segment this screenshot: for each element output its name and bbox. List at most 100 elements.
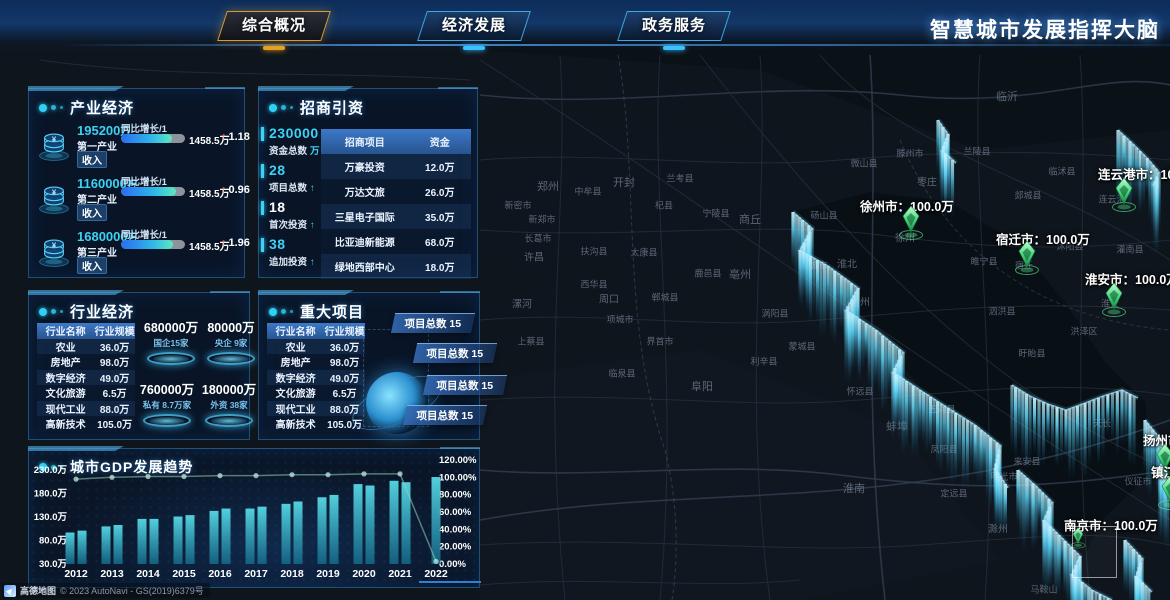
svg-text:130.0万: 130.0万 — [34, 512, 68, 523]
cell-value: 88.0万 — [329, 404, 360, 416]
tab-overview[interactable]: 综合概况 — [217, 11, 331, 41]
badge-label: 项目总数 15 — [404, 318, 462, 330]
map-marker-pin[interactable] — [898, 205, 924, 241]
cell-name: 高新技术 — [275, 420, 316, 432]
cell-name: 万豪投资 — [344, 163, 385, 174]
stat-value: 760000万 — [139, 383, 195, 397]
up-arrow-icon: ↑ — [221, 237, 227, 249]
column-header: 行业规模 — [324, 327, 365, 339]
cell-name: 文化旅游 — [275, 389, 316, 401]
badge-label: 项目总数 15 — [416, 410, 474, 422]
svg-text:¥: ¥ — [52, 187, 57, 196]
svg-text:2018: 2018 — [280, 568, 304, 580]
svg-text:120.00%: 120.00% — [439, 455, 477, 466]
growth-label: 同比增长/1 — [121, 124, 167, 135]
tab-label: 综合概况 — [241, 17, 306, 34]
svg-text:20.00%: 20.00% — [439, 542, 472, 553]
svg-text:2019: 2019 — [316, 568, 340, 580]
cell-name: 万达文旅 — [344, 188, 385, 199]
cell-value: 6.5万 — [102, 389, 127, 401]
cell-value: 98.0万 — [99, 358, 130, 370]
table-header-row: 行业名称 行业规模 — [37, 323, 135, 339]
map-marker-pin[interactable] — [1111, 177, 1137, 213]
map-marker-pin[interactable] — [1101, 282, 1127, 318]
table-row: 万豪投资 12.0万 — [321, 154, 471, 179]
cell-name: 房地产 — [50, 358, 81, 370]
svg-text:2017: 2017 — [244, 568, 268, 580]
table-row: 农业 36.0万 — [37, 338, 135, 354]
panel-gdp-trend: 城市GDP发展趋势 230.0万 180.0万 130.0万 80.0万 30.0万 12… — [28, 447, 481, 588]
cell-value: 105.0万 — [97, 420, 133, 432]
cell-name: 绿地西部中心 — [334, 263, 395, 274]
industry-value: 195200万 — [77, 123, 131, 138]
glow-ring-icon — [207, 352, 255, 365]
tab-economy[interactable]: 经济发展 — [417, 11, 531, 41]
stat-value: 80000万 — [207, 321, 255, 335]
up-arrow-icon: ↑ — [221, 131, 227, 143]
coins-icon: ¥ — [37, 229, 71, 269]
table-header-row: 招商项目 资金 — [321, 129, 471, 154]
map-marker-label: 宿迁市：100.0万 — [996, 233, 1090, 247]
table-row: 高新技术 105.0万 — [37, 416, 135, 432]
tab-underline — [663, 46, 685, 50]
stat-label: 国企15家 — [153, 338, 189, 348]
table-row: 文化旅游 6.5万 — [37, 385, 135, 401]
industry-row: ¥195200万 第一产业 收入 同比增长/1 1458.5万 ↑ 1.18 — [37, 121, 250, 171]
cell-name: 农业 — [285, 342, 306, 354]
map-marker-label: 徐州市：100.0万 — [860, 200, 954, 214]
panel-sector-economy: 行业经济 行业名称 行业规模 农业 36.0万 房地产 98.0万 数字经济 49.0万 文化旅… — [28, 291, 256, 440]
table-row: 数字经济 49.0万 — [267, 369, 365, 385]
growth-progressbar-fill — [121, 187, 177, 196]
svg-text:¥: ¥ — [52, 134, 57, 143]
table-header-row: 行业名称 行业规模 — [267, 323, 365, 339]
title-dots-icon — [269, 103, 293, 112]
stat-label: 追加投资 ↑ — [269, 257, 315, 268]
project-count-badge: 项目总数 15 — [412, 343, 498, 363]
stat-label: 央企 9家 — [214, 338, 248, 348]
sector-table: 行业名称 行业规模 农业 36.0万 房地产 98.0万 数字经济 49.0万 文化旅游 6.5万… — [37, 323, 135, 432]
tab-underline — [263, 46, 285, 50]
cell-value: 98.0万 — [329, 358, 360, 370]
cell-name: 数字经济 — [275, 373, 316, 385]
table-row: 现代工业 88.0万 — [37, 400, 135, 416]
growth-change: ↑ 1.18 — [221, 131, 250, 143]
svg-text:2015: 2015 — [172, 568, 196, 580]
svg-text:0.00%: 0.00% — [439, 559, 466, 570]
growth-progressbar-fill — [121, 134, 173, 143]
svg-text:2022: 2022 — [424, 568, 448, 580]
cell-value: 26.0万 — [425, 188, 455, 199]
map-marker-pin[interactable] — [1014, 240, 1040, 276]
map-marker-pin[interactable] — [1157, 475, 1170, 511]
amap-logo-icon — [4, 584, 16, 597]
tab-gov-services[interactable]: 政务服务 — [617, 11, 731, 41]
panel-title: 城市GDP发展趋势 — [29, 449, 479, 477]
project-count-badge: 项目总数 15 — [390, 313, 476, 333]
table-row: 农业 36.0万 — [267, 338, 365, 354]
panel-title-text: 产业经济 — [70, 100, 135, 117]
attribution-brand: 高德地图 — [20, 586, 57, 596]
title-dots-icon — [39, 103, 63, 112]
growth-progressbar-fill — [121, 240, 174, 249]
sector-stat: 680000万国企15家 — [141, 317, 201, 365]
cell-value: 49.0万 — [329, 373, 360, 385]
svg-text:40.00%: 40.00% — [439, 524, 472, 535]
svg-text:2021: 2021 — [388, 568, 412, 580]
industry-value: 1160000万 — [77, 176, 137, 191]
coins-icon: ¥ — [37, 176, 71, 216]
project-count-badge: 项目总数 15 — [402, 405, 488, 425]
stat-suffix: ↑ — [310, 220, 315, 231]
panel-industry-economy: 产业经济 ¥195200万 第一产业 收入 同比增长/1 1458.5万 ↑ 1.18 ¥11… — [28, 87, 250, 278]
project-count-badge: 项目总数 15 — [422, 375, 508, 395]
industry-label: 第二产业 — [77, 195, 117, 206]
cell-value: 36.0万 — [99, 342, 130, 354]
cell-value: 18.0万 — [425, 263, 455, 274]
column-header: 行业规模 — [94, 327, 135, 339]
cell-name: 数字经济 — [45, 373, 86, 385]
svg-text:2014: 2014 — [136, 568, 160, 580]
industry-sublabel: 收入 — [77, 204, 107, 221]
stat-suffix: ↑ — [310, 257, 315, 268]
column-header: 行业名称 — [275, 327, 316, 339]
stat-value: 680000万 — [143, 321, 199, 335]
badge-label: 项目总数 15 — [436, 380, 494, 392]
